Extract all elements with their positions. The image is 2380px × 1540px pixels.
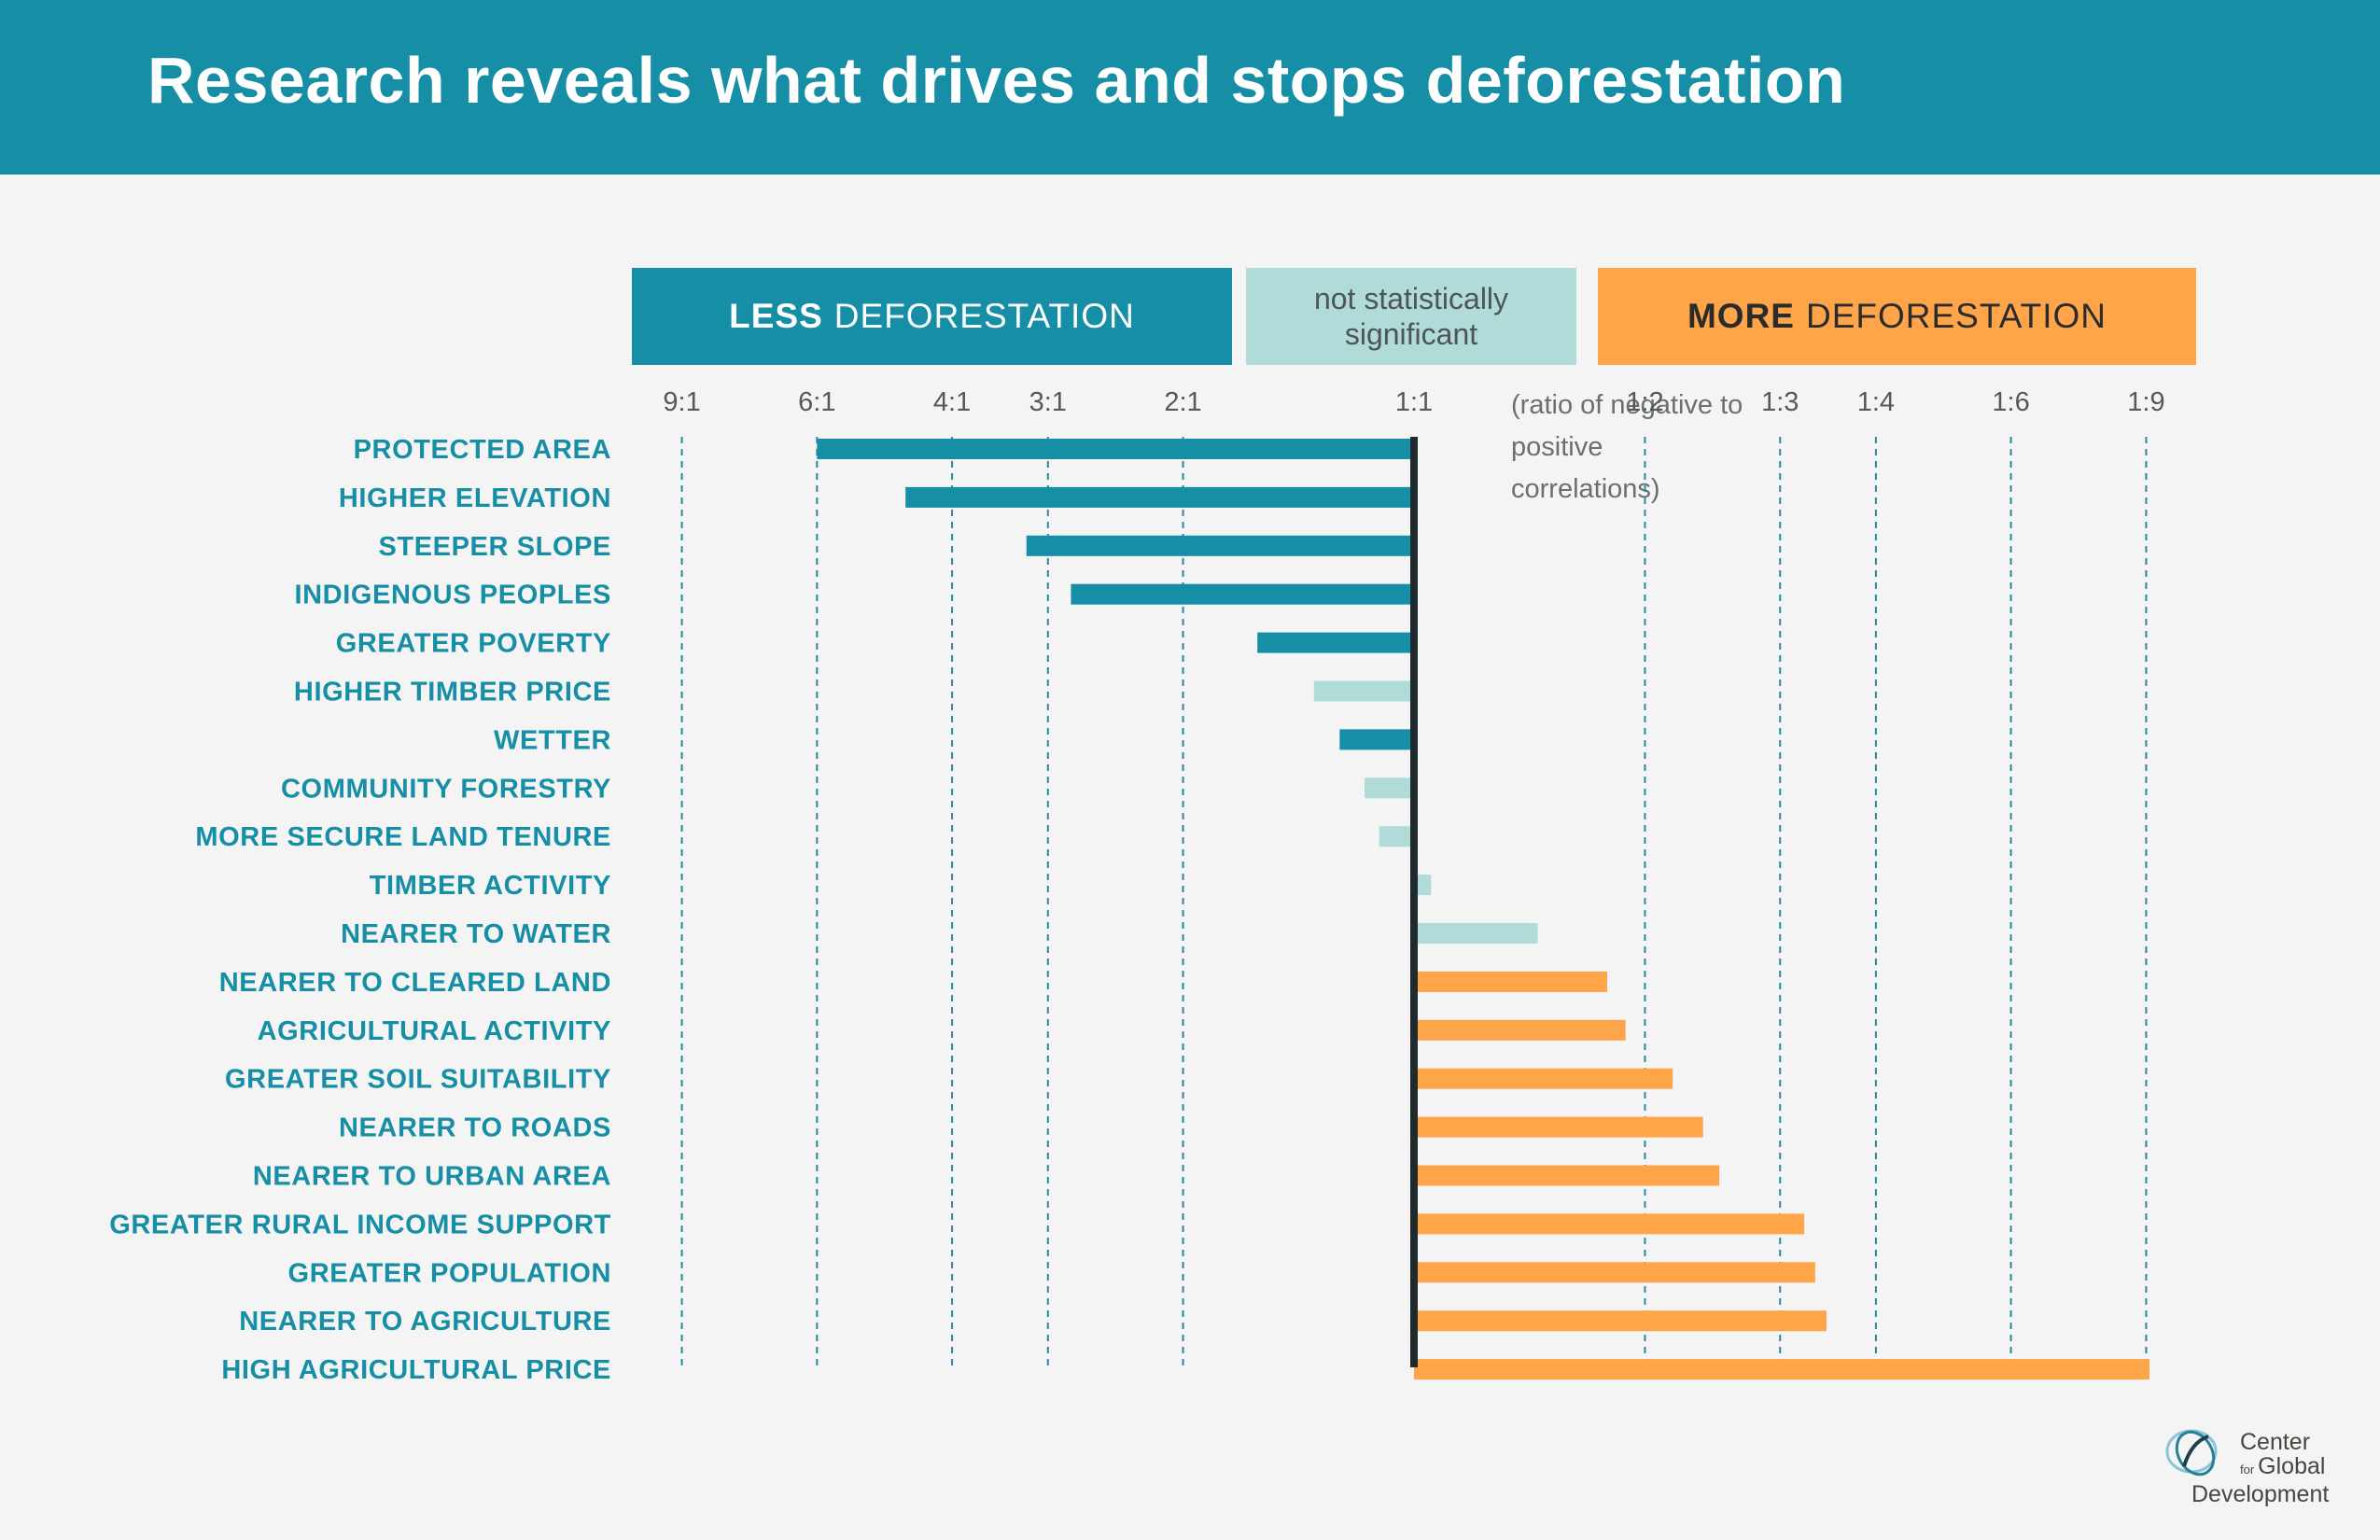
category-label: PROTECTED AREA [354, 435, 611, 465]
legend-more-deforestation: MORE DEFORESTATION [1598, 268, 2196, 365]
tick-label: 1:9 [2127, 387, 2164, 417]
category-label: NEARER TO URBAN AREA [253, 1162, 611, 1192]
tick-label: 1:6 [1992, 387, 2029, 417]
header-banner [0, 0, 2380, 175]
bar [1414, 923, 1538, 944]
bar [1257, 632, 1414, 653]
bar [1339, 729, 1414, 750]
category-label: GREATER RURAL INCOME SUPPORT [109, 1210, 611, 1239]
tick-label: 1:4 [1857, 387, 1895, 417]
tick-label: 1:3 [1761, 387, 1799, 417]
tick-label: 2:1 [1164, 387, 1201, 417]
category-label: GREATER SOIL SUITABILITY [225, 1065, 611, 1095]
category-label: TIMBER ACTIVITY [370, 871, 611, 901]
category-label: HIGH AGRICULTURAL PRICE [221, 1355, 611, 1385]
axis-note: (ratio of negative to positive correlati… [1511, 390, 1743, 504]
legend-ns-text: not statistically significant [1313, 282, 1509, 351]
category-label: NEARER TO ROADS [339, 1113, 611, 1143]
bar [1414, 1116, 1703, 1138]
cgd-logo-text: Center for Global Development [2191, 1429, 2329, 1506]
tick-label: 9:1 [663, 387, 700, 417]
category-label: HIGHER ELEVATION [339, 483, 611, 513]
tick-label: 1:1 [1395, 387, 1433, 417]
logo-line-2: for Global [2240, 1454, 2329, 1482]
bar [1379, 826, 1414, 847]
tick-label: 4:1 [933, 387, 971, 417]
legend-less-deforestation: LESS DEFORESTATION [632, 268, 1232, 365]
category-label: NEARER TO CLEARED LAND [219, 968, 611, 998]
tick-label: 6:1 [798, 387, 835, 417]
bar [817, 439, 1414, 459]
logo-line-2-small: for [2240, 1463, 2255, 1477]
bar [1414, 875, 1432, 896]
bar [1414, 1213, 1805, 1235]
bar [1313, 680, 1414, 702]
tick-label: 1:2 [1626, 387, 1663, 417]
category-label: NEARER TO WATER [341, 919, 611, 949]
bar [1414, 1359, 2149, 1380]
page-title: Research reveals what drives and stops d… [147, 44, 1846, 117]
bar [1414, 1310, 1827, 1332]
logo-line-2-main: Global [2258, 1453, 2326, 1479]
category-label: STEEPER SLOPE [378, 532, 611, 562]
bar [1414, 1165, 1720, 1186]
category-label: GREATER POVERTY [336, 629, 611, 659]
bar [1414, 971, 1607, 992]
category-label: NEARER TO AGRICULTURE [239, 1307, 611, 1337]
bar [905, 486, 1414, 508]
category-label: INDIGENOUS PEOPLES [294, 581, 611, 610]
logo-line-3: Development [2191, 1481, 2330, 1507]
category-label: WETTER [494, 725, 611, 755]
bar [1414, 1019, 1626, 1041]
legend-more-bold: MORE [1687, 297, 1795, 335]
category-label: GREATER POPULATION [288, 1258, 611, 1288]
bar [1365, 777, 1414, 799]
bar [1026, 535, 1414, 556]
logo-line-1: Center [2240, 1429, 2311, 1455]
category-label: AGRICULTURAL ACTIVITY [258, 1016, 611, 1046]
cgd-logo-icon [2165, 1429, 2218, 1477]
legend-more-text: DEFORESTATION [1805, 297, 2107, 335]
bar [1414, 1262, 1815, 1283]
category-label: COMMUNITY FORESTRY [281, 774, 611, 804]
bar [1414, 1068, 1673, 1089]
category-label: MORE SECURE LAND TENURE [195, 822, 611, 852]
legend-not-significant: not statistically significant [1246, 268, 1576, 365]
tick-label: 3:1 [1029, 387, 1067, 417]
legend-less-text: DEFORESTATION [833, 297, 1135, 335]
bar [1071, 583, 1414, 605]
legend-less-bold: LESS [729, 297, 823, 335]
category-label: HIGHER TIMBER PRICE [294, 678, 611, 707]
